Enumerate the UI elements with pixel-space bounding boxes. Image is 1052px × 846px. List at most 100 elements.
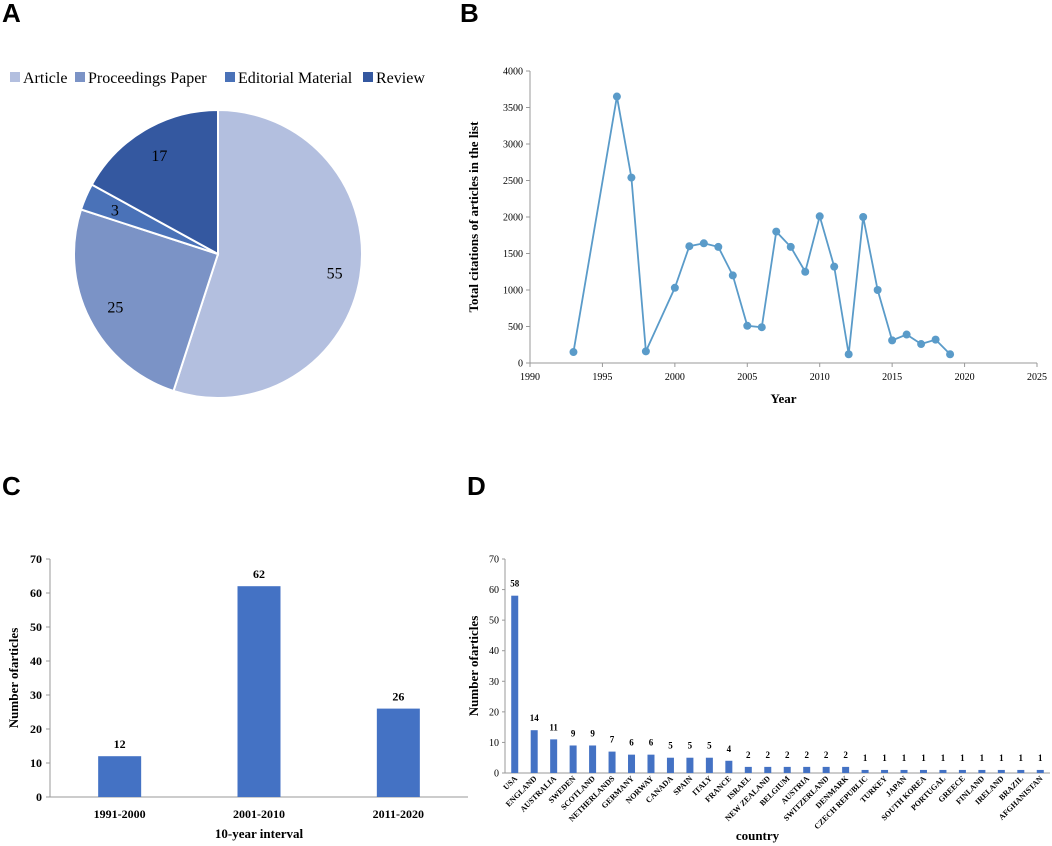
x-tick-label-6: 2020: [955, 372, 975, 383]
x-tick-label-1: 2001-2010: [233, 807, 285, 821]
y-axis-title: Total citations of articles in the list: [466, 121, 481, 313]
bar-sweden: [569, 745, 577, 773]
pie-value-label-3: 17: [151, 148, 167, 165]
data-point-2013: [859, 213, 868, 221]
x-tick-label-2: 2000: [665, 372, 685, 383]
x-axis-title: Year: [771, 391, 797, 406]
y-tick-label-3: 30: [30, 688, 42, 702]
y-tick-label-5: 50: [30, 620, 42, 634]
data-point-2016: [902, 330, 911, 339]
bar-finland: [978, 769, 986, 773]
x-tick-label-4: 2010: [810, 372, 830, 383]
data-point-2010: [815, 212, 824, 221]
bar-value-label-15: 2: [804, 750, 809, 760]
bar-italy: [705, 757, 713, 773]
legend-label-0: Article: [23, 70, 67, 87]
legend-label-3: Review: [376, 70, 425, 87]
x-tick-label-1: 1995: [592, 372, 612, 383]
pie-slice-1: [73, 208, 220, 393]
data-point-2011: [830, 262, 839, 271]
legend-swatch-0: [10, 72, 20, 82]
bar-value-label-16: 2: [824, 750, 829, 760]
bar-value-label-2: 11: [549, 722, 558, 732]
y-tick-label-3: 30: [489, 677, 499, 688]
x-axis-title: 10-year interval: [215, 826, 304, 841]
data-point-2017: [917, 340, 926, 349]
data-point-2018: [931, 335, 940, 344]
y-axis-title: Number ofarticles: [466, 616, 481, 716]
bar-austria: [803, 766, 811, 773]
y-tick-label-1: 500: [508, 322, 523, 333]
x-tick-label-2: 2011-2020: [373, 807, 424, 821]
data-point-2014: [873, 286, 882, 294]
bar-israel: [744, 766, 752, 773]
bar-chart-interval: 0 10 20 30 40 50 60 70 12 1991-2000 62 2001-2010 26 2…: [6, 552, 468, 841]
x-tick-label-0: 1991-2000: [94, 807, 146, 821]
bar-value-label-23: 1: [960, 753, 965, 763]
bar-portugal: [939, 769, 947, 773]
pie-value-label-1: 25: [107, 299, 123, 316]
data-point-1998: [641, 347, 650, 356]
data-point-2012: [844, 350, 853, 359]
y-tick-label-1: 10: [489, 738, 499, 749]
bar-germany: [628, 754, 636, 773]
data-point-2015: [888, 336, 897, 345]
y-tick-label-3: 1500: [503, 249, 523, 260]
data-point-2001: [685, 242, 694, 251]
legend-label-2: Editorial Material: [238, 70, 353, 87]
bar-value-label-5: 7: [610, 735, 615, 745]
x-tick-label-9: SPAIN: [671, 774, 694, 797]
data-point-2009: [801, 267, 810, 276]
bar-value-label-22: 1: [941, 753, 946, 763]
y-tick-label-6: 60: [30, 586, 42, 600]
y-tick-label-6: 60: [489, 585, 499, 596]
bar-2001-2010: [237, 586, 281, 797]
bar-england: [530, 730, 538, 773]
data-point-1996: [612, 92, 621, 101]
bar-value-label-10: 5: [707, 741, 712, 751]
bar-value-label-4: 9: [590, 728, 595, 738]
bar-value-label-24: 1: [980, 753, 985, 763]
bar-canada: [666, 757, 674, 773]
y-axis-title: Number ofarticles: [6, 628, 21, 728]
bar-turkey: [881, 769, 889, 773]
bar-value-label-26: 1: [1019, 753, 1024, 763]
bar-denmark: [842, 766, 850, 773]
y-tick-label-4: 2000: [503, 213, 523, 224]
bar-scotland: [589, 745, 597, 773]
pie-chart-document-types: Article Proceedings Paper Editorial Materi…: [10, 70, 425, 399]
bar-france: [725, 760, 733, 773]
data-point-2006: [757, 323, 766, 332]
legend-swatch-1: [75, 72, 85, 82]
x-tick-label-5: 2015: [882, 372, 902, 383]
bar-spain: [686, 757, 694, 773]
y-tick-label-7: 3500: [503, 103, 523, 114]
pie-slice-3: [90, 108, 219, 256]
bar-ireland: [997, 769, 1005, 773]
bar-netherlands: [608, 751, 616, 773]
bar-south-korea: [919, 769, 927, 773]
data-point-2019: [946, 350, 955, 359]
bar-value-label-0: 12: [114, 737, 126, 751]
bar-value-label-3: 9: [571, 728, 576, 738]
data-point-2005: [743, 321, 752, 330]
bar-2011-2020: [376, 708, 420, 797]
y-tick-label-5: 50: [489, 616, 499, 627]
bar-value-label-9: 5: [688, 741, 693, 751]
data-point-1993: [569, 348, 578, 357]
bar-value-label-1: 62: [253, 567, 265, 581]
bar-value-label-19: 1: [882, 753, 887, 763]
y-tick-label-7: 70: [30, 552, 42, 566]
y-tick-label-4: 40: [489, 646, 499, 657]
bar-czech-republic: [861, 769, 869, 773]
legend-label-1: Proceedings Paper: [88, 70, 207, 87]
y-tick-label-2: 1000: [503, 286, 523, 297]
y-tick-label-2: 20: [30, 722, 42, 736]
bar-japan: [900, 769, 908, 773]
data-point-2008: [786, 242, 795, 251]
y-tick-label-6: 3000: [503, 140, 523, 151]
line-chart-citations: 1990 1995 2000 2005 2010 2015 2020 2025 0 500 1000…: [466, 67, 1047, 407]
x-tick-label-3: 2005: [737, 372, 757, 383]
bar-brazil: [1017, 769, 1025, 773]
